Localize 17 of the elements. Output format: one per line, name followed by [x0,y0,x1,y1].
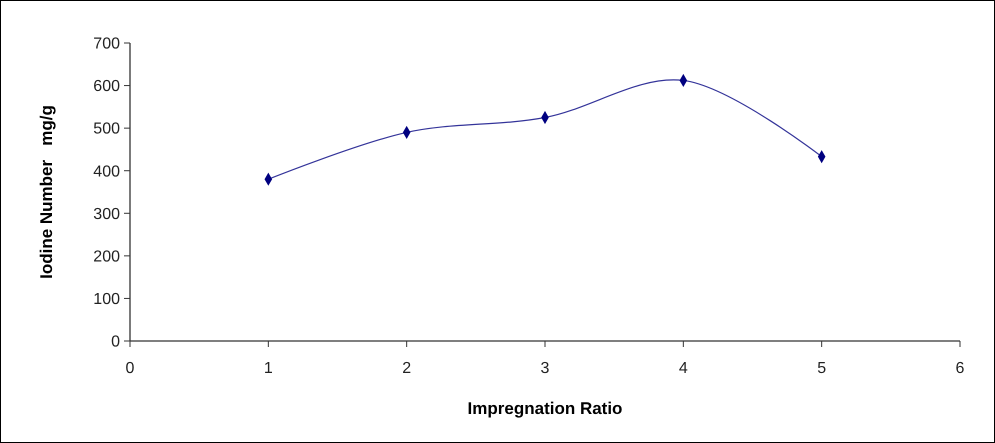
y-tick-label: 400 [93,163,120,180]
x-tick-label: 2 [402,360,412,377]
x-tick-label: 0 [126,360,135,377]
x-tick-label: 5 [817,360,826,377]
x-tick-label: 1 [264,360,273,377]
y-tick-label: 200 [93,248,120,266]
y-tick-label: 500 [93,120,120,138]
y-tick-label: 300 [93,206,120,223]
x-tick-label: 6 [956,360,965,377]
x-tick-label: 4 [678,360,688,377]
x-axis-title: Impregnation Ratio [468,399,622,418]
x-tick-label: 3 [540,360,550,377]
y-tick-label: 600 [93,78,120,96]
y-tick-label: 0 [111,334,120,351]
y-axis-title: Iodine Number mg/g [37,105,56,279]
y-tick-label: 700 [93,36,120,53]
y-tick-label: 100 [93,291,120,308]
